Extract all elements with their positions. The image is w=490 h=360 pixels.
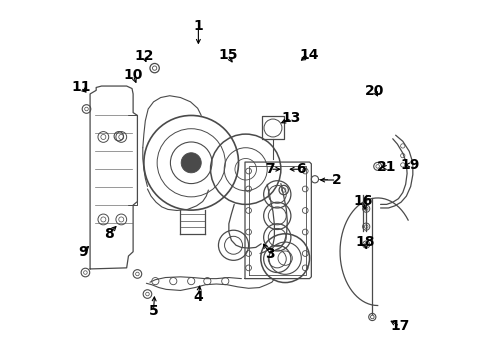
Text: 2: 2 [332,173,342,187]
Text: 16: 16 [354,194,373,208]
Text: 19: 19 [400,158,419,172]
Text: 13: 13 [282,111,301,125]
Text: 8: 8 [104,227,114,241]
Text: 12: 12 [134,49,154,63]
Text: 21: 21 [377,161,396,175]
Text: 9: 9 [78,245,88,259]
Text: 1: 1 [194,19,203,33]
Text: 5: 5 [148,304,158,318]
Text: 18: 18 [355,235,375,249]
Text: 3: 3 [265,247,275,261]
Text: 7: 7 [265,162,275,176]
Text: 20: 20 [365,84,385,98]
Text: 10: 10 [123,68,143,82]
Text: 17: 17 [390,319,410,333]
Text: 11: 11 [71,81,91,94]
Text: 6: 6 [296,162,305,176]
Text: 4: 4 [194,289,203,303]
Text: 14: 14 [299,48,318,62]
Text: 15: 15 [218,48,238,62]
Circle shape [181,153,201,173]
